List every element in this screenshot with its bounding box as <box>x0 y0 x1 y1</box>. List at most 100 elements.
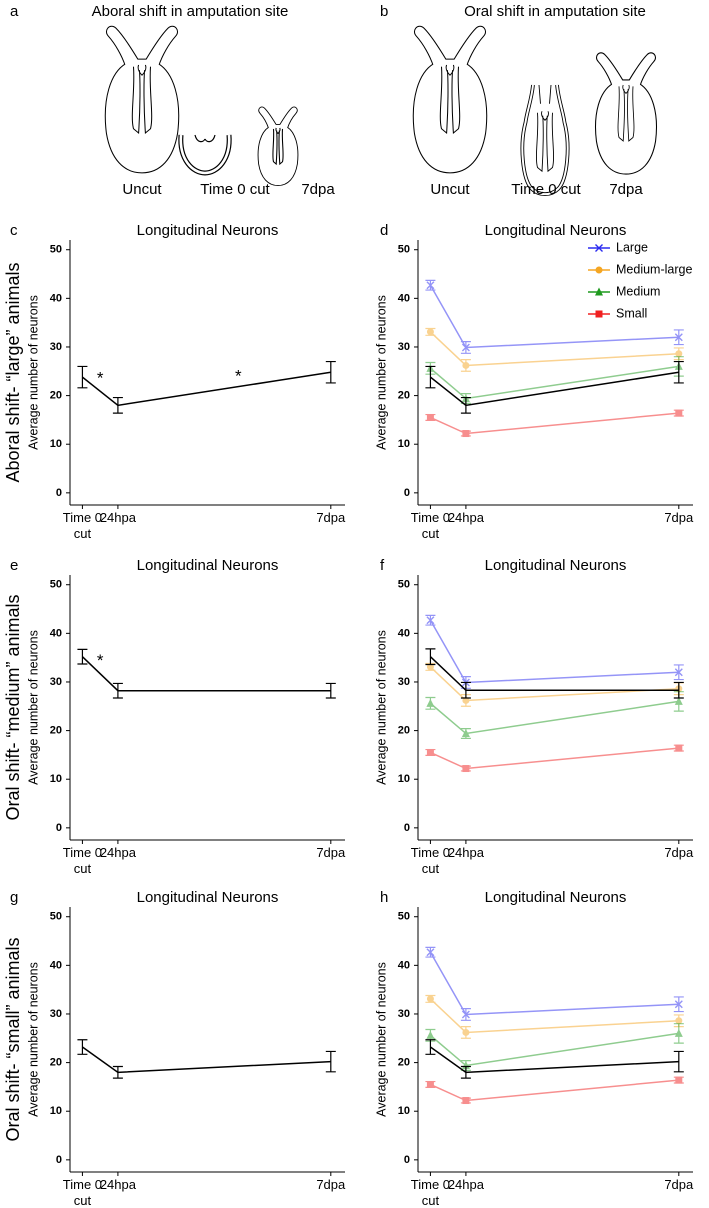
marker <box>426 948 435 957</box>
marker <box>462 430 470 438</box>
y-tick-label: 40 <box>398 292 410 304</box>
y-tick-label: 10 <box>398 438 410 450</box>
stage-label: Time 0 cut <box>200 181 270 198</box>
x-tick-label: 7dpa <box>664 510 694 525</box>
y-tick-label: 30 <box>50 676 62 688</box>
error-bar <box>77 648 88 665</box>
legend-label: Large <box>616 240 648 254</box>
y-tick-label: 20 <box>50 390 62 402</box>
legend-label: Small <box>616 306 647 320</box>
panel-letter: a <box>10 3 19 20</box>
y-tick-label: 10 <box>50 773 62 785</box>
stage-label: Uncut <box>122 181 162 198</box>
y-tick-label: 40 <box>50 292 62 304</box>
stage-label: 7dpa <box>609 181 643 198</box>
panel-title: Aboral shift in amputation site <box>92 3 289 20</box>
marker <box>426 1030 435 1039</box>
row-label: Oral shift- “small” animals <box>3 937 23 1141</box>
marker <box>426 748 434 756</box>
x-tick-label: 24hpa <box>99 845 136 860</box>
y-tick-label: 30 <box>50 1008 62 1020</box>
panel-letter: h <box>380 889 388 906</box>
y-tick-label: 40 <box>50 627 62 639</box>
panel-letter: f <box>380 557 385 574</box>
error-bar <box>325 682 336 699</box>
y-tick-label: 30 <box>398 341 410 353</box>
x-tick-label: 7dpa <box>664 1177 694 1192</box>
error-bar <box>112 682 123 699</box>
y-tick-label: 50 <box>398 579 410 591</box>
error-bar <box>460 681 471 699</box>
y-tick-label: 20 <box>50 725 62 737</box>
series <box>425 327 684 372</box>
marker <box>462 361 470 369</box>
chart-title: Longitudinal Neurons <box>485 557 627 574</box>
error-bar <box>77 1039 88 1055</box>
y-axis-label: Average number of neurons <box>374 962 388 1117</box>
x-tick-label: 7dpa <box>316 1177 346 1192</box>
y-tick-label: 40 <box>398 959 410 971</box>
x-tick-label: Time 0 cut <box>410 1177 451 1208</box>
series <box>425 614 684 689</box>
panel-title: Oral shift in amputation site <box>464 3 646 20</box>
marker <box>674 668 683 677</box>
y-tick-label: 50 <box>50 579 62 591</box>
y-tick-label: 10 <box>50 438 62 450</box>
x-tick-label: Time 0 cut <box>62 845 103 876</box>
y-tick-label: 50 <box>50 911 62 923</box>
panel-letter: b <box>380 3 388 20</box>
panel-letter: d <box>380 222 388 239</box>
line <box>81 656 331 692</box>
annotation: * <box>97 369 104 388</box>
series <box>77 1039 336 1079</box>
marker <box>462 765 470 773</box>
series <box>425 691 684 739</box>
error-bar <box>325 1050 336 1073</box>
y-tick-label: 40 <box>50 959 62 971</box>
chart-title: Longitudinal Neurons <box>485 222 627 239</box>
row-label: Aboral shift- “large” animals <box>3 262 23 482</box>
marker <box>674 333 683 342</box>
error-bar <box>673 360 684 384</box>
x-tick-label: 24hpa <box>99 1177 136 1192</box>
series <box>77 360 336 414</box>
marker <box>426 1080 434 1088</box>
marker <box>426 698 435 707</box>
marker <box>426 663 434 671</box>
x-tick-label: 24hpa <box>99 510 136 525</box>
line <box>81 1046 331 1074</box>
y-tick-label: 0 <box>56 1154 62 1166</box>
marker <box>595 244 603 252</box>
y-axis-label: Average number of neurons <box>374 630 388 785</box>
x-tick-label: Time 0 cut <box>62 1177 103 1208</box>
series <box>77 648 336 699</box>
x-tick-label: Time 0 cut <box>62 510 103 541</box>
marker <box>426 995 434 1003</box>
marker <box>461 343 470 352</box>
error-bar <box>77 365 88 389</box>
line <box>429 951 679 1016</box>
legend-label: Medium <box>616 284 660 298</box>
marker <box>461 729 470 738</box>
marker <box>426 413 434 421</box>
diagram-a <box>107 28 299 187</box>
y-tick-label: 40 <box>398 627 410 639</box>
y-tick-label: 10 <box>398 1105 410 1117</box>
error-bar <box>673 681 684 699</box>
marker <box>675 1076 683 1084</box>
diagram-b <box>415 28 655 196</box>
y-tick-label: 50 <box>398 911 410 923</box>
error-bar <box>425 365 436 389</box>
y-axis-label: Average number of neurons <box>26 962 40 1117</box>
marker <box>674 1028 683 1037</box>
y-axis-label: Average number of neurons <box>26 295 40 450</box>
x-tick-label: Time 0 cut <box>410 845 451 876</box>
marker <box>426 281 435 290</box>
x-tick-label: 7dpa <box>316 845 346 860</box>
x-tick-label: 7dpa <box>316 510 346 525</box>
y-tick-label: 0 <box>404 1154 410 1166</box>
marker <box>675 350 683 358</box>
panel-letter: g <box>10 889 18 906</box>
marker <box>595 310 603 318</box>
